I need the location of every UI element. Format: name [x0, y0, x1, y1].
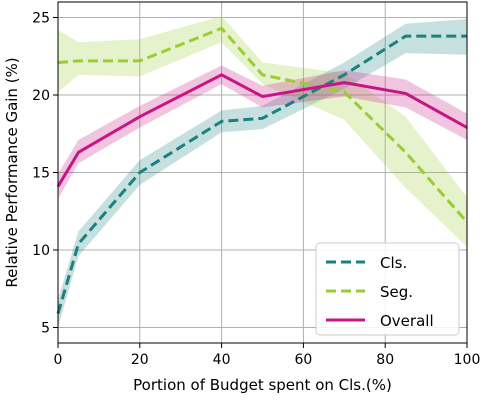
x-tick-label: 0 — [54, 352, 63, 368]
x-axis-title: Portion of Budget spent on Cls.(%) — [133, 376, 392, 394]
legend-label: Overall — [380, 312, 434, 330]
y-tick-label: 25 — [32, 11, 50, 27]
x-tick-label: 60 — [294, 352, 312, 368]
y-axis-title: Relative Performance Gain (%) — [3, 57, 21, 287]
legend: Cls. Seg. Overall — [316, 243, 459, 335]
x-tick-label: 80 — [376, 352, 394, 368]
y-tick-label: 10 — [32, 243, 50, 259]
y-tick-label: 20 — [32, 88, 50, 104]
x-tick-label: 20 — [131, 352, 149, 368]
x-tick-label: 100 — [454, 352, 481, 368]
y-tick-label: 15 — [32, 166, 50, 182]
y-tick-label: 5 — [41, 321, 50, 337]
legend-label: Cls. — [380, 254, 407, 272]
legend-label: Seg. — [380, 283, 413, 301]
x-tick-label: 40 — [213, 352, 231, 368]
